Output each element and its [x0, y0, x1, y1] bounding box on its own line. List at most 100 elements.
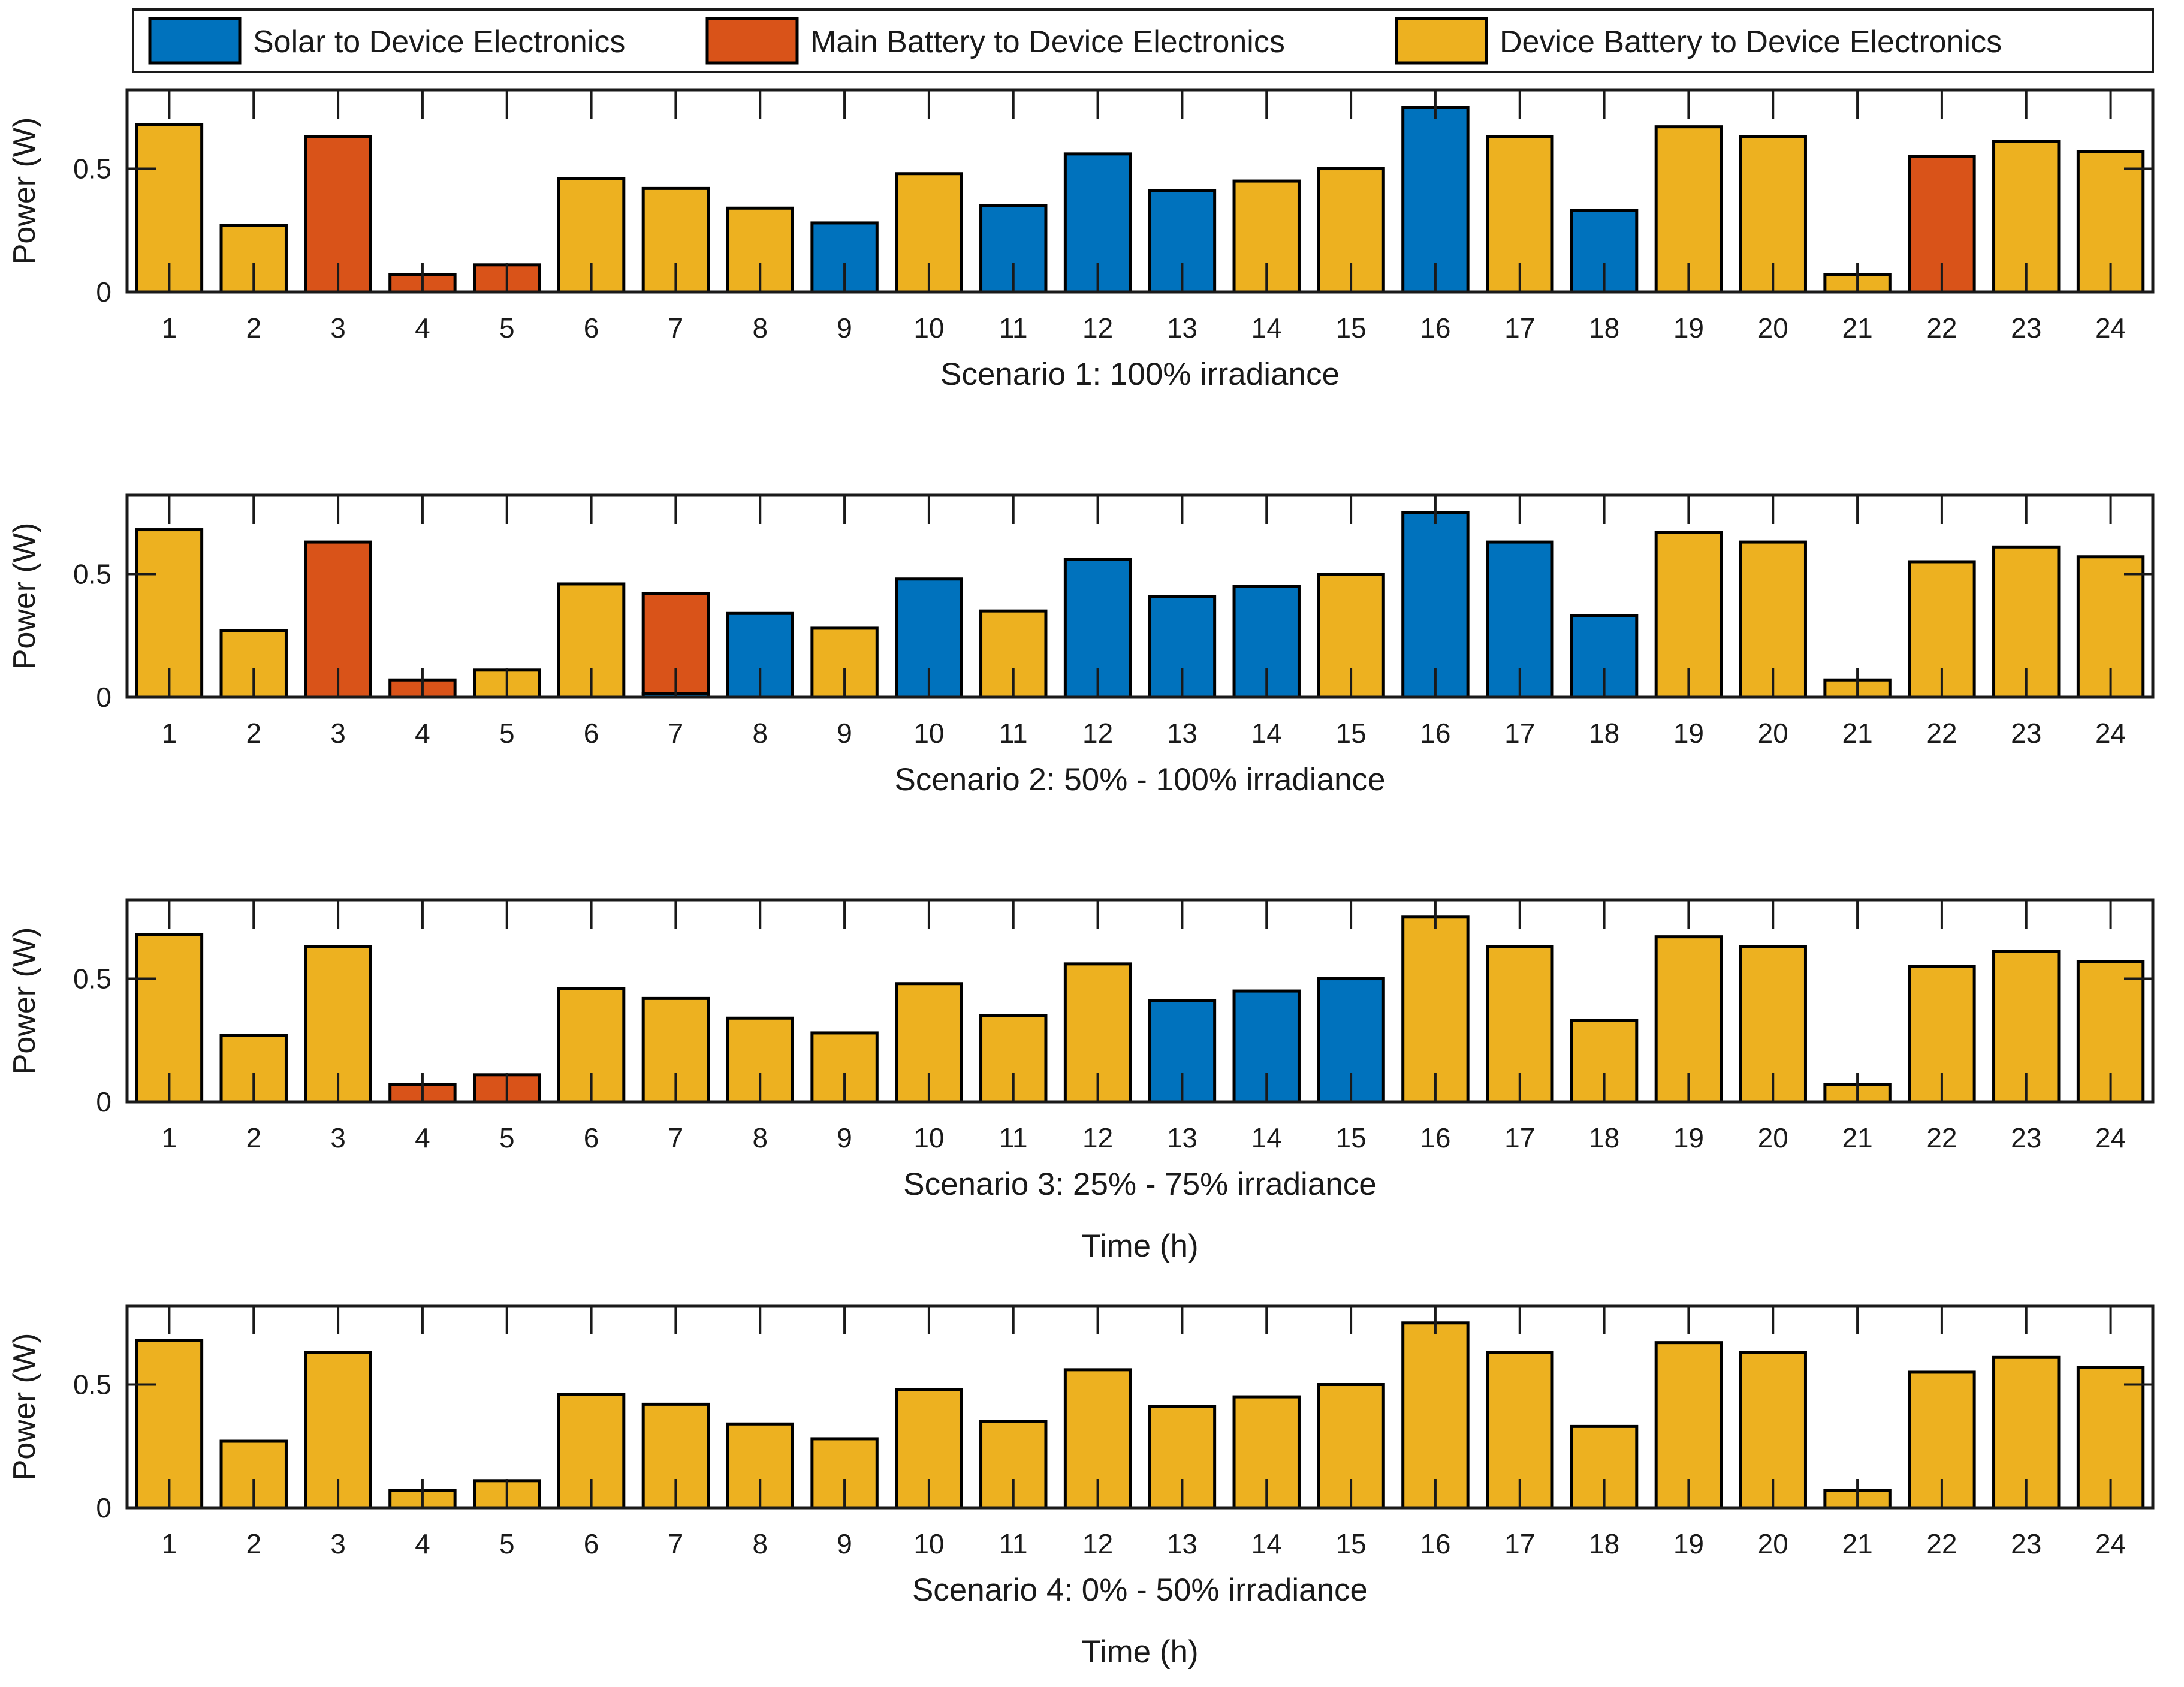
- x-tick-label: 10: [913, 1528, 944, 1559]
- y-axis-label: Power (W): [7, 118, 42, 265]
- x-tick-label: 3: [330, 1528, 346, 1559]
- legend-swatch-solar-icon: [148, 17, 242, 65]
- legend-item-device: Device Battery to Device Electronics: [1395, 17, 2002, 65]
- x-tick-label: 13: [1167, 1528, 1197, 1559]
- bar-hour-20-device: [1739, 135, 1807, 294]
- x-tick-label: 3: [330, 718, 346, 749]
- legend-item-main: Main Battery to Device Electronics: [705, 17, 1285, 65]
- bar-hour-16-device: [1401, 1321, 1470, 1510]
- x-tick-label: 17: [1504, 1528, 1535, 1559]
- x-tick-label: 7: [668, 1122, 684, 1153]
- x-tick-label: 2: [246, 718, 261, 749]
- x-tick-label: 9: [837, 1122, 852, 1153]
- subplot-title: Scenario 3: 25% - 75% irradiance: [903, 1167, 1377, 1202]
- subplot-4: 1 2 3 4 5 6 7 8 9 10 11 12 13 14 15 16 17 18 19 20 21 22 23 240…: [7, 1304, 2155, 1670]
- x-tick-label: 3: [330, 312, 346, 344]
- x-tick-label: 19: [1673, 1122, 1704, 1153]
- x-tick-label: 14: [1251, 1528, 1282, 1559]
- x-tick-label: 16: [1420, 1122, 1450, 1153]
- x-tick-label: 14: [1251, 1122, 1282, 1153]
- x-tick-label: 15: [1335, 1122, 1366, 1153]
- x-tick-label: 4: [415, 718, 430, 749]
- x-tick-label: 8: [752, 718, 768, 749]
- x-tick-label: 1: [162, 1528, 177, 1559]
- x-tick-label: 11: [999, 1528, 1028, 1559]
- legend-box: [132, 8, 2154, 73]
- x-tick-label: 17: [1504, 718, 1535, 749]
- x-tick-label: 20: [1758, 1528, 1788, 1559]
- axes-frame: [125, 898, 2155, 1104]
- x-tick-label: 18: [1589, 1528, 1619, 1559]
- x-tick-label: 22: [1926, 1122, 1957, 1153]
- x-tick-label: 20: [1758, 312, 1788, 344]
- x-tick-label: 20: [1758, 1122, 1788, 1153]
- legend-label-device: Device Battery to Device Electronics: [1500, 25, 2002, 59]
- x-tick-label: 3: [330, 1122, 346, 1153]
- x-tick-label: 7: [668, 1528, 684, 1559]
- x-axis-label: Time (h): [1081, 1634, 1198, 1670]
- x-tick-label: 4: [415, 312, 430, 344]
- x-tick-label: 18: [1589, 312, 1619, 344]
- x-tick-label: 8: [752, 1122, 768, 1153]
- x-tick-label: 8: [752, 1528, 768, 1559]
- x-tick-label: 12: [1082, 1528, 1113, 1559]
- x-tick-label: 1: [162, 1122, 177, 1153]
- x-tick-label: 16: [1420, 312, 1450, 344]
- x-tick-label: 6: [584, 718, 599, 749]
- subplot-title: Scenario 4: 0% - 50% irradiance: [912, 1572, 1368, 1608]
- x-tick-label: 17: [1504, 312, 1535, 344]
- x-tick-label: 17: [1504, 1122, 1535, 1153]
- subplot-3: 1 2 3 4 5 6 7 8 9 10 11 12 13 14 15 16 17 18 19 20 21 22 23 240…: [7, 898, 2155, 1264]
- y-axis-label: Power (W): [7, 927, 42, 1075]
- x-tick-label: 12: [1082, 1122, 1113, 1153]
- x-tick-label: 1: [162, 312, 177, 344]
- y-tick-label: 0.5: [73, 559, 111, 590]
- x-tick-label: 7: [668, 312, 684, 344]
- x-tick-label: 5: [499, 1528, 515, 1559]
- x-tick-label: 10: [913, 718, 944, 749]
- x-tick-label: 24: [2095, 1528, 2126, 1559]
- x-tick-label: 8: [752, 312, 768, 344]
- x-tick-label: 9: [837, 1528, 852, 1559]
- y-tick-label: 0: [96, 276, 111, 308]
- y-tick-label: 0: [96, 1492, 111, 1523]
- x-tick-label: 18: [1589, 1122, 1619, 1153]
- y-tick-label: 0.5: [73, 1369, 111, 1400]
- x-tick-label: 14: [1251, 718, 1282, 749]
- x-tick-label: 22: [1926, 718, 1957, 749]
- y-tick-label: 0: [96, 1086, 111, 1117]
- legend-swatch-device-icon: [1395, 17, 1488, 65]
- x-tick-label: 2: [246, 312, 261, 344]
- x-tick-label: 21: [1842, 1528, 1872, 1559]
- x-tick-label: 12: [1082, 718, 1113, 749]
- x-tick-label: 11: [999, 312, 1028, 344]
- legend-label-main: Main Battery to Device Electronics: [810, 25, 1285, 59]
- x-tick-label: 15: [1335, 1528, 1366, 1559]
- legend-item-solar: Solar to Device Electronics: [148, 17, 625, 65]
- y-tick-label: 0.5: [73, 963, 111, 995]
- subplot-2: 1 2 3 4 5 6 7 8 9 10 11 12 13 14 15 16 17 18 19 20 21 22 23 240…: [7, 493, 2155, 797]
- x-tick-label: 11: [999, 718, 1028, 749]
- x-tick-label: 5: [499, 312, 515, 344]
- x-tick-label: 21: [1842, 718, 1872, 749]
- x-tick-label: 6: [584, 1122, 599, 1153]
- subplot-title: Scenario 1: 100% irradiance: [940, 357, 1340, 392]
- x-tick-label: 21: [1842, 312, 1872, 344]
- x-tick-label: 23: [2011, 312, 2041, 344]
- x-tick-label: 12: [1082, 312, 1113, 344]
- y-tick-label: 0: [96, 682, 111, 713]
- x-tick-label: 2: [246, 1528, 261, 1559]
- x-tick-label: 5: [499, 718, 515, 749]
- x-tick-label: 2: [246, 1122, 261, 1153]
- legend-label-solar: Solar to Device Electronics: [253, 25, 625, 59]
- bar-hour-16-solar: [1401, 106, 1470, 294]
- x-tick-label: 4: [415, 1528, 430, 1559]
- x-tick-label: 16: [1420, 1528, 1450, 1559]
- x-tick-label: 23: [2011, 1528, 2041, 1559]
- x-tick-label: 6: [584, 1528, 599, 1559]
- x-tick-label: 19: [1673, 1528, 1704, 1559]
- x-tick-label: 1: [162, 718, 177, 749]
- subplot-1: 1 2 3 4 5 6 7 8 9 10 11 12 13 14 15 16 17 18 19 20 21 22 23 240…: [7, 88, 2155, 392]
